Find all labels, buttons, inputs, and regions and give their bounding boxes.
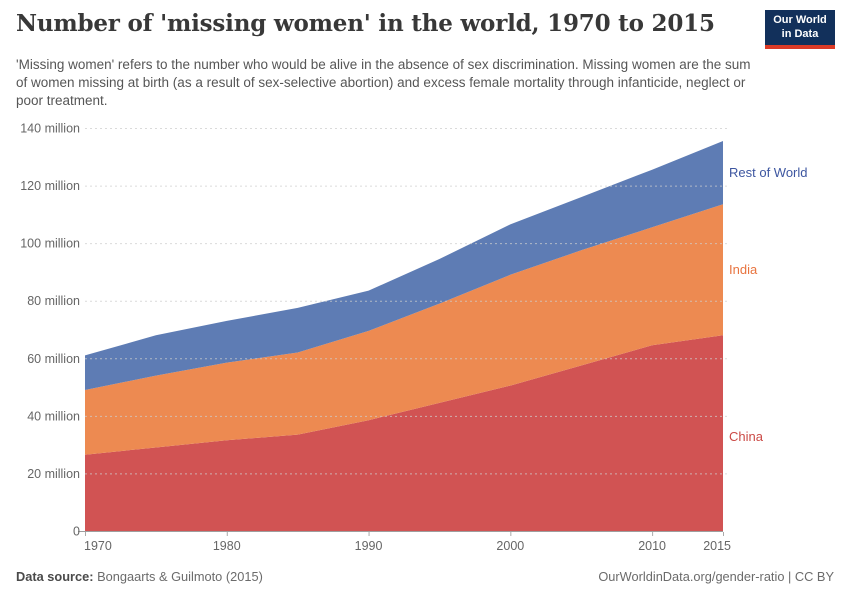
area-india	[85, 204, 723, 455]
x-axis-label-2000: 2000	[496, 539, 524, 553]
footer-datasource: Data source: Bongaarts & Guilmoto (2015)	[16, 569, 263, 584]
series-label-china: China	[729, 429, 763, 444]
datasource-value: Bongaarts & Guilmoto (2015)	[97, 569, 263, 584]
y-axis-label-20: 20 million	[27, 467, 80, 481]
y-axis-label-40: 40 million	[27, 409, 80, 423]
x-axis-label-2015: 2015	[703, 539, 731, 553]
y-axis-label-0: 0	[73, 525, 80, 539]
y-axis-label-80: 80 million	[27, 294, 80, 308]
page-title: Number of 'missing women' in the world, …	[16, 10, 715, 37]
y-axis-label-100: 100 million	[20, 237, 80, 251]
credit-license: CC BY	[794, 569, 834, 584]
datasource-label: Data source:	[16, 569, 94, 584]
x-axis-label-2010: 2010	[638, 539, 666, 553]
area-rest-of-world	[85, 141, 723, 390]
series-label-rest-of-world: Rest of World	[729, 165, 808, 180]
y-axis-label-60: 60 million	[27, 352, 80, 366]
chart-subtitle: 'Missing women' refers to the number who…	[16, 57, 751, 109]
area-china	[85, 335, 723, 531]
y-axis-label-140: 140 million	[20, 122, 80, 136]
footer-credit: OurWorldinData.org/gender-ratio | CC BY	[598, 569, 834, 584]
x-axis-label-1970: 1970	[84, 539, 112, 553]
owid-logo: Our World in Data	[765, 10, 835, 49]
series-label-india: India	[729, 262, 758, 277]
logo-line1: Our World	[773, 14, 827, 27]
x-axis-label-1990: 1990	[355, 539, 383, 553]
chart-footer: Data source: Bongaarts & Guilmoto (2015)…	[16, 569, 834, 584]
credit-separator: |	[784, 569, 795, 584]
credit-link: OurWorldinData.org/gender-ratio	[598, 569, 785, 584]
y-axis-label-120: 120 million	[20, 179, 80, 193]
x-axis-label-1980: 1980	[213, 539, 241, 553]
logo-line2: in Data	[781, 27, 819, 40]
